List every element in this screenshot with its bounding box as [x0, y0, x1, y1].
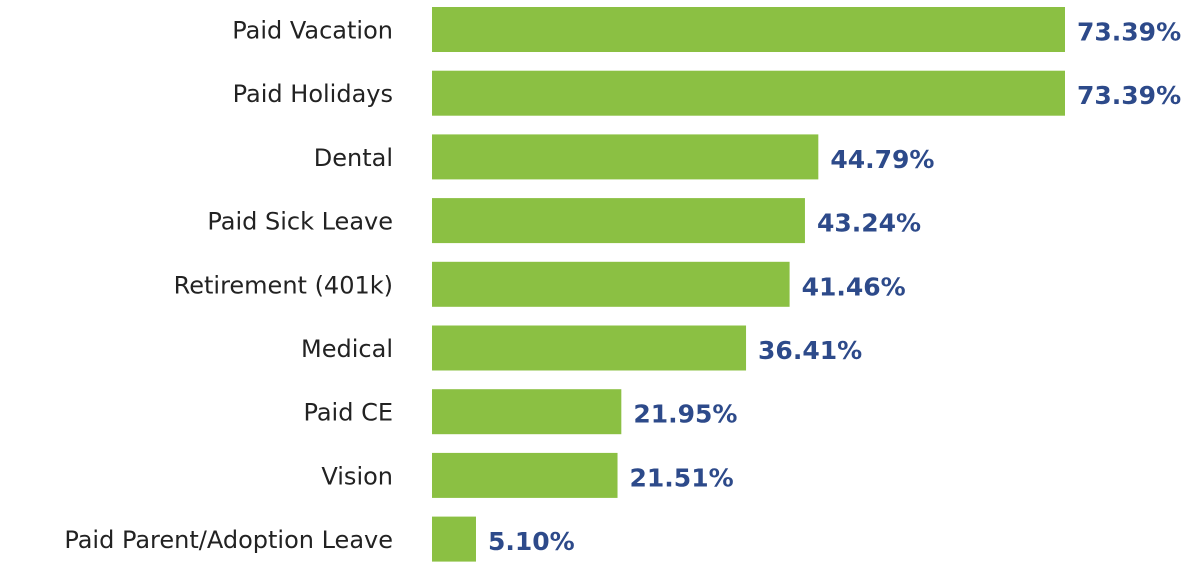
value-label: 44.79%: [830, 145, 934, 174]
bar: [432, 70, 1065, 116]
category-label: Paid Holidays: [233, 80, 393, 108]
category-label: Retirement (401k): [174, 271, 393, 299]
value-label: 36.41%: [758, 336, 862, 365]
category-label: Vision: [321, 462, 393, 490]
bar: [432, 261, 790, 307]
value-label: 73.39%: [1077, 81, 1181, 110]
bar: [432, 389, 622, 435]
bar: [432, 325, 747, 371]
bar: [432, 7, 1065, 52]
value-label: 73.39%: [1077, 18, 1181, 47]
value-label: 43.24%: [817, 209, 921, 238]
bar: [432, 516, 476, 562]
category-label: Paid CE: [303, 399, 393, 427]
category-label: Paid Sick Leave: [207, 208, 393, 236]
bar: [432, 134, 819, 180]
value-label: 21.95%: [633, 400, 737, 429]
value-label: 21.51%: [630, 463, 734, 492]
category-label: Paid Vacation: [232, 17, 393, 45]
value-label: 5.10%: [488, 527, 575, 556]
category-label: Medical: [301, 335, 393, 363]
category-label: Dental: [314, 144, 393, 172]
value-label: 41.46%: [802, 272, 906, 301]
category-label: Paid Parent/Adoption Leave: [64, 526, 393, 554]
bar: [432, 198, 805, 244]
bar: [432, 452, 618, 498]
